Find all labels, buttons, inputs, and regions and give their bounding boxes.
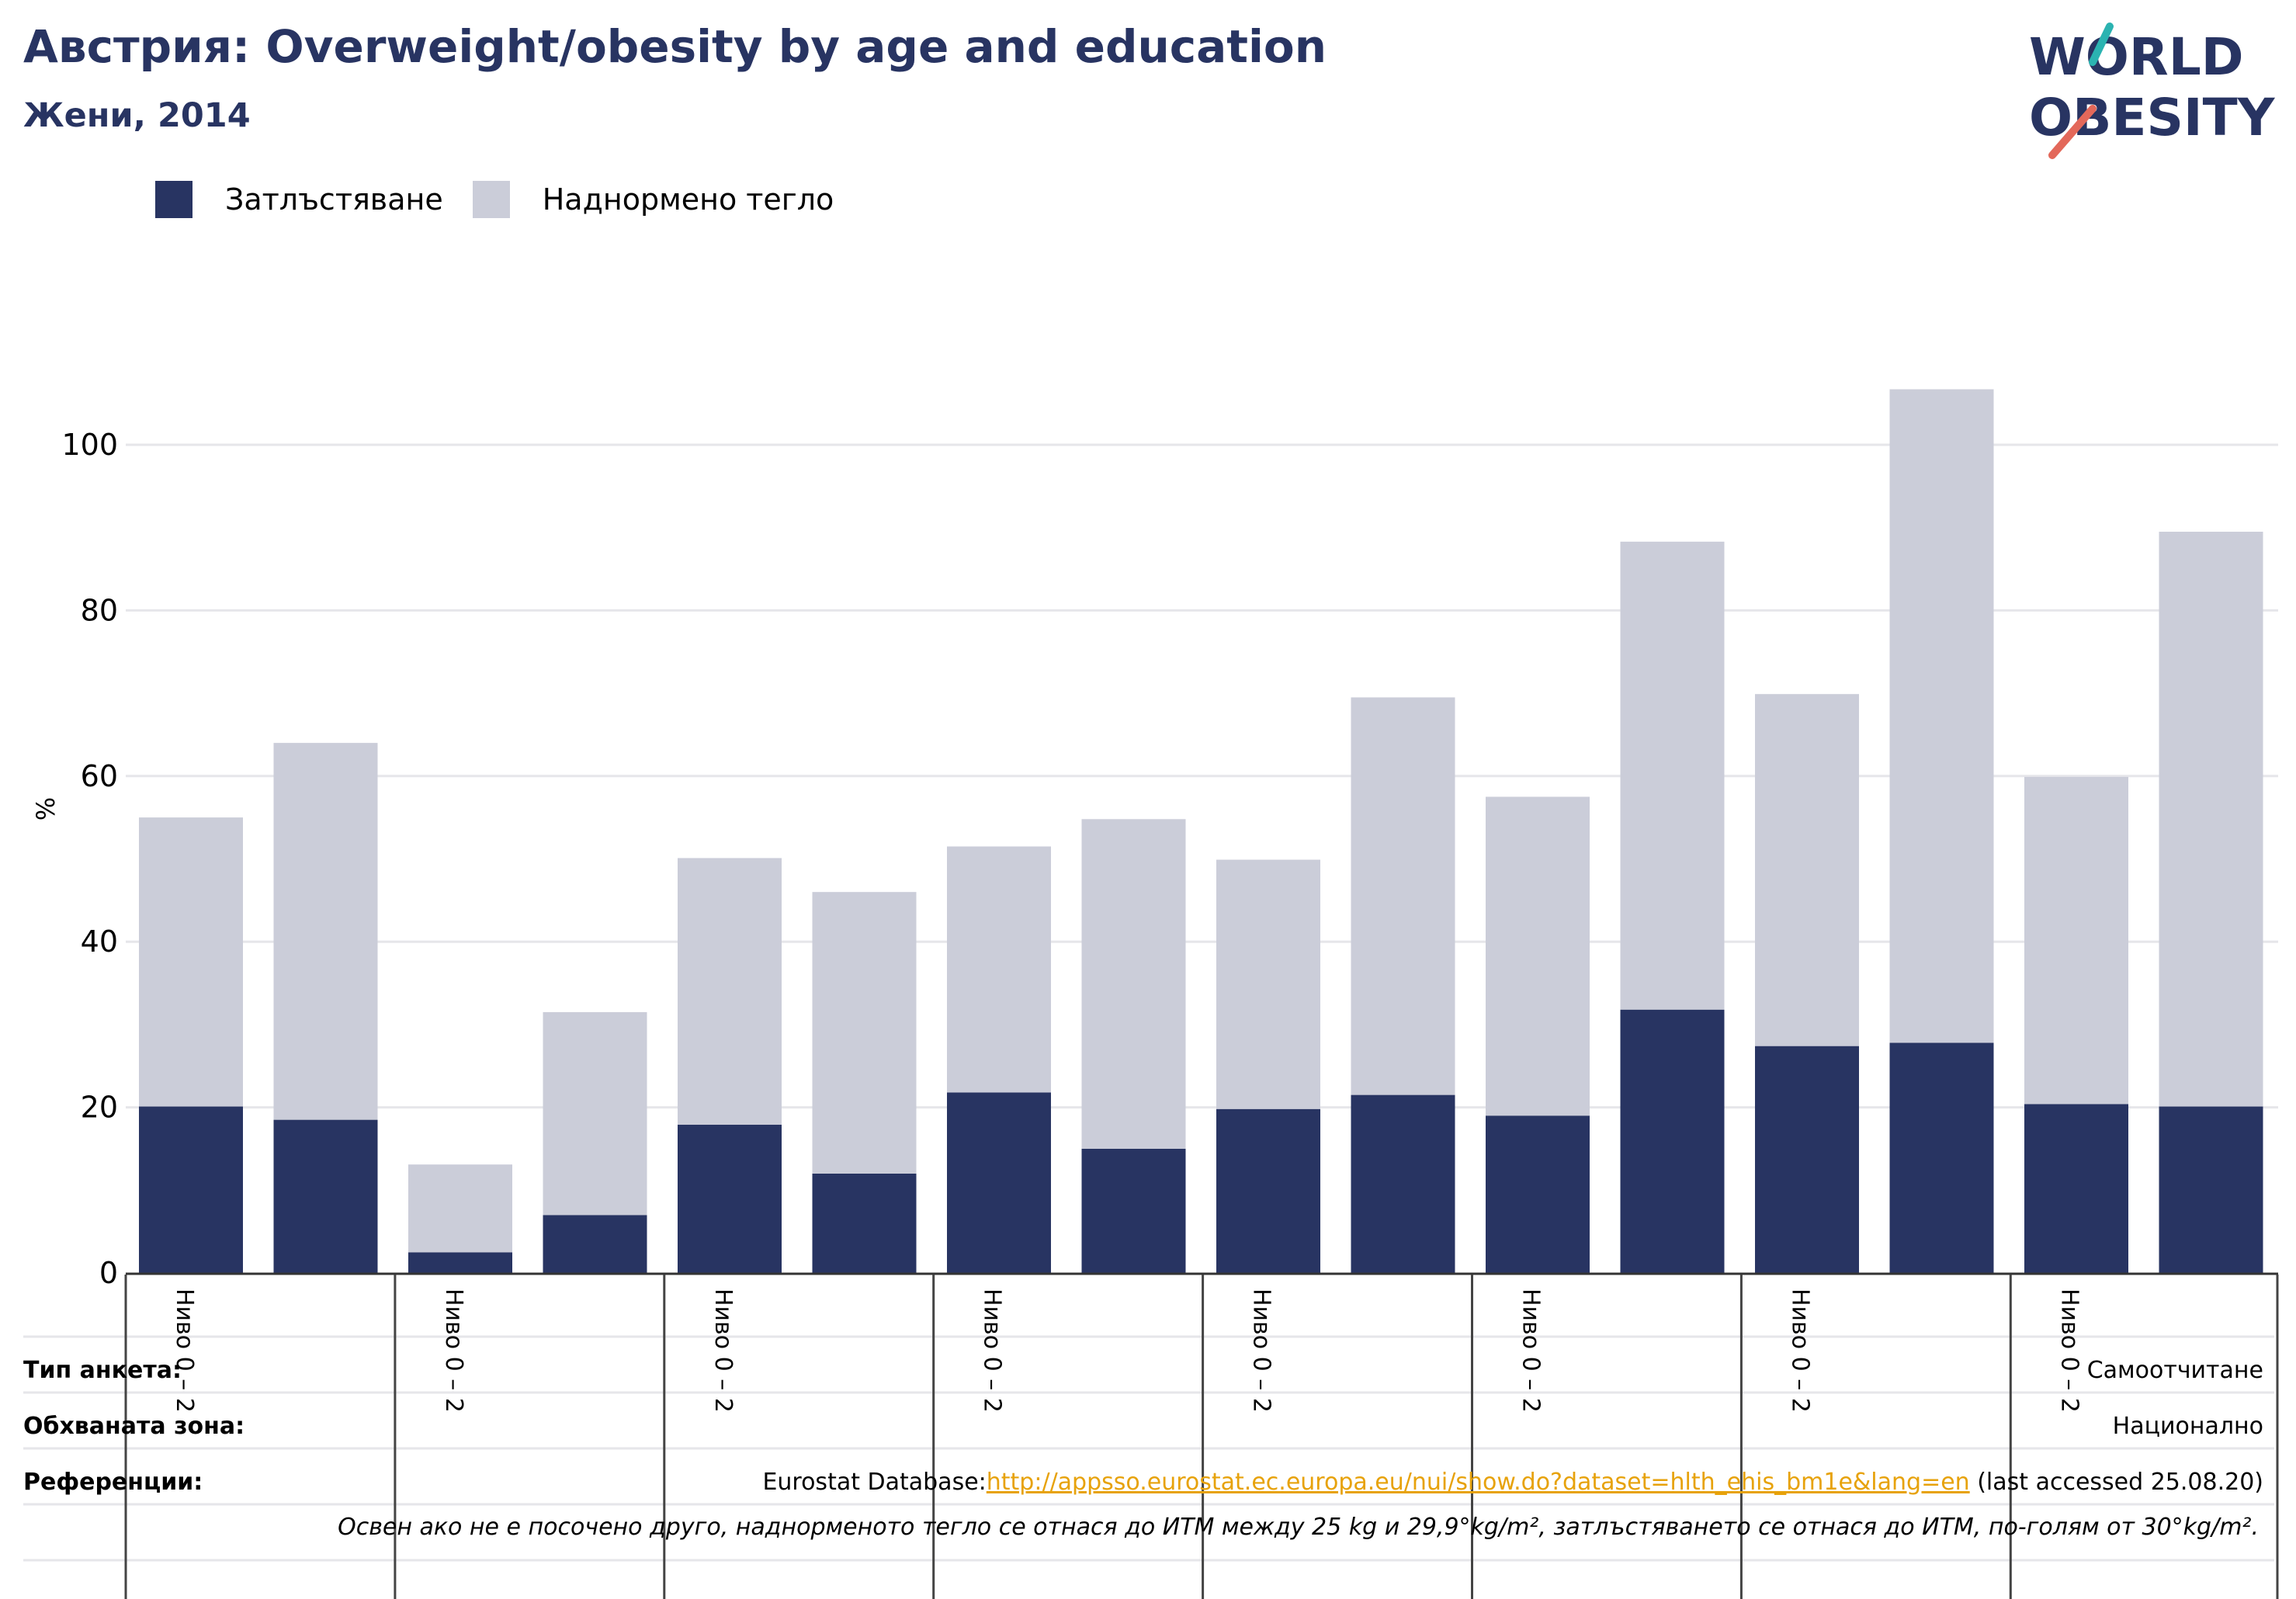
references-suffix: (last accessed 25.08.20) (1969, 1468, 2263, 1496)
world-obesity-logo: WORLD OBESITY (2029, 23, 2276, 159)
bar-overweight (2024, 776, 2128, 1105)
bar-overweight (408, 1164, 512, 1253)
y-tick-label: 0 (99, 1256, 118, 1290)
bar-obesity (947, 1092, 1051, 1273)
bar-obesity (1755, 1046, 1859, 1273)
bar-obesity (1486, 1115, 1590, 1273)
references-link[interactable]: http://appsso.eurostat.ec.europa.eu/nui/… (986, 1468, 1970, 1496)
bar-overweight (139, 817, 243, 1107)
bar-overweight (2159, 532, 2263, 1107)
survey-type-label: Тип анкета: (23, 1356, 182, 1384)
y-tick-label: 100 (61, 428, 118, 462)
bar-obesity (1889, 1042, 1994, 1273)
x-group-label: Ниво 0 – 2 (1786, 1289, 1813, 1413)
bar-obesity (2024, 1104, 2128, 1273)
group-dividers (124, 1275, 2279, 1599)
bar-obesity (678, 1125, 782, 1273)
bar-obesity (543, 1215, 647, 1273)
y-tick-label: 40 (81, 924, 118, 959)
bar-overweight (1755, 694, 1859, 1046)
x-group-label: Ниво 0 – 2 (171, 1289, 198, 1413)
logo-line1: WORLD (2029, 27, 2244, 87)
bar-overweight (1620, 541, 1725, 1010)
chart-subtitle: Жени, 2014 (23, 96, 251, 135)
info-row-survey-type: Тип анкета: Самоотчитане (23, 1343, 2263, 1397)
references-label: Референции: (23, 1468, 203, 1496)
x-group-label: Ниво 0 – 2 (440, 1289, 467, 1413)
legend-item-overweight: Наднормено тегло (472, 181, 834, 218)
bar-obesity (408, 1252, 512, 1273)
legend-swatch-overweight (472, 181, 510, 218)
x-group-label: Ниво 0 – 2 (2055, 1289, 2083, 1413)
y-tick-label: 60 (81, 759, 118, 793)
legend-item-obesity: Затлъстяване (155, 181, 443, 218)
x-axis-labels: Ниво 0 – 2 Ниво 0 – 2 Ниво 0 – 2 Ниво 0 – 2… (171, 1289, 2083, 1413)
x-group-label: Ниво 0 – 2 (979, 1289, 1006, 1413)
logo-slash-teal (2089, 23, 2114, 66)
legend: Затлъстяване Наднормено тегло (155, 180, 863, 219)
bar-overweight (1216, 859, 1320, 1109)
y-axis: 0 20 40 60 80 100 (61, 428, 118, 1290)
bar-obesity (139, 1106, 243, 1273)
y-tick-label: 80 (81, 593, 118, 627)
info-table-lines (23, 1335, 2274, 1562)
coverage-value: Национално (2112, 1412, 2263, 1440)
bar-overweight (812, 892, 917, 1174)
x-group-label: Ниво 0 – 2 (1517, 1289, 1545, 1413)
bar-overweight (1081, 819, 1186, 1149)
legend-swatch-obesity (155, 181, 192, 218)
bars (126, 389, 2278, 1275)
references-prefix: Eurostat Database: (762, 1468, 987, 1496)
bar-obesity (1620, 1009, 1725, 1273)
bar-overweight (1486, 796, 1590, 1116)
bar-obesity (1216, 1108, 1320, 1273)
survey-type-value: Самоотчитане (2086, 1356, 2263, 1384)
info-row-coverage: Обхваната зона: Национално (23, 1399, 2263, 1453)
bar-overweight (543, 1011, 647, 1216)
info-row-references: Референции: Eurostat Database:http://app… (23, 1455, 2263, 1509)
y-tick-label: 20 (81, 1091, 118, 1125)
y-axis-label: % (31, 797, 61, 820)
references-value: Eurostat Database:http://appsso.eurostat… (762, 1469, 2263, 1496)
chart-title: Австрия: Overweight/obesity by age and e… (23, 20, 1327, 73)
bar-obesity (273, 1119, 378, 1273)
bar-obesity (2159, 1106, 2263, 1273)
bar-overweight (1889, 389, 1994, 1043)
bar-overweight (947, 846, 1051, 1093)
definition-note: Освен ако не е посочено друго, наднормен… (338, 1514, 2259, 1541)
bar-obesity (1081, 1148, 1186, 1273)
bar-overweight (273, 743, 378, 1120)
bar-overweight (678, 858, 782, 1126)
x-group-label: Ниво 0 – 2 (709, 1289, 737, 1413)
bar-overweight (1351, 697, 1455, 1095)
bar-obesity (1351, 1094, 1455, 1273)
x-group-label: Ниво 0 – 2 (1248, 1289, 1275, 1413)
logo-slash-red (2048, 105, 2097, 159)
legend-label-obesity: Затлъстяване (225, 182, 443, 217)
bar-obesity (812, 1173, 917, 1273)
legend-label-overweight: Наднормено тегло (542, 182, 834, 217)
coverage-label: Обхваната зона: (23, 1412, 245, 1440)
